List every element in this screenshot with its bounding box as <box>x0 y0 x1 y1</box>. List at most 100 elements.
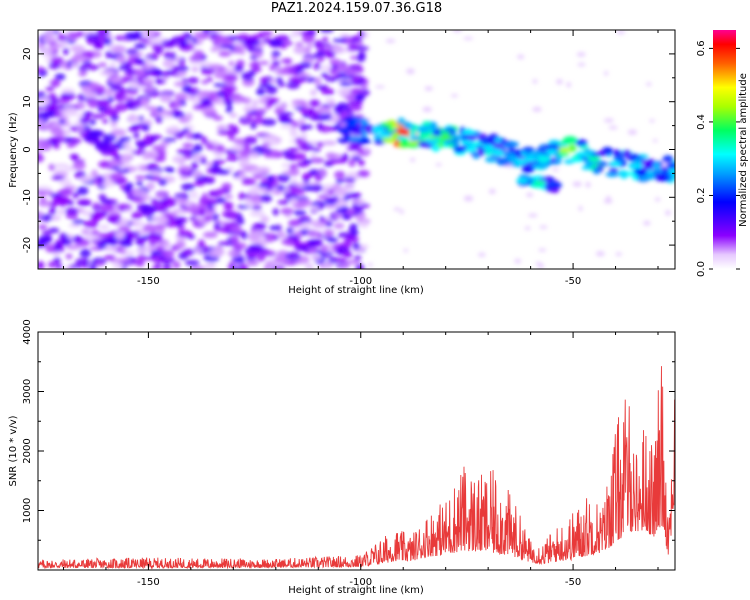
faint-blob <box>385 38 396 43</box>
noise-blob <box>299 143 315 152</box>
signal-track-blob <box>522 146 535 153</box>
noise-blob <box>243 136 258 145</box>
faint-blob <box>603 118 614 123</box>
signal-track-blob <box>534 151 543 158</box>
noise-blob <box>144 174 155 180</box>
noise-blob <box>329 58 341 65</box>
noise-blob <box>140 97 150 106</box>
noise-blob <box>174 92 188 102</box>
x-tick-label: -150 <box>137 577 160 588</box>
noise-blob <box>185 112 193 121</box>
noise-blob <box>305 185 313 191</box>
faint-blob <box>403 248 408 253</box>
spectrogram-y-axis-label: Frequency (Hz) <box>8 112 19 188</box>
snr-ticks: -150 -100 -50 1000 2000 3000 4000 <box>22 319 675 588</box>
signal-track-blob <box>563 136 578 145</box>
noise-blob <box>86 64 100 71</box>
noise-blob <box>294 241 303 247</box>
noise-blob <box>249 151 260 159</box>
noise-blob <box>277 231 286 238</box>
noise-blob <box>46 30 55 37</box>
noise-blob <box>255 108 268 113</box>
noise-blob <box>142 64 154 71</box>
noise-blob <box>47 93 58 101</box>
noise-blob <box>72 219 86 225</box>
noise-blob <box>352 199 366 204</box>
noise-blob <box>82 111 94 117</box>
signal-track-blob-core <box>575 151 588 157</box>
noise-blob <box>271 55 278 60</box>
noise-blob <box>103 37 112 46</box>
noise-blob <box>54 73 66 81</box>
noise-blob <box>321 72 329 79</box>
noise-blob <box>193 181 205 187</box>
faint-blob <box>539 225 548 229</box>
noise-blob <box>145 106 157 111</box>
noise-blob <box>201 136 208 145</box>
noise-blob <box>160 113 174 119</box>
spectrogram-heatmap <box>38 30 675 269</box>
noise-blob <box>58 118 66 125</box>
noise-blob <box>244 251 260 257</box>
noise-blob <box>192 134 204 140</box>
faint-blob <box>526 192 534 198</box>
noise-blob <box>331 45 346 54</box>
noise-blob <box>349 104 363 112</box>
signal-track-blob-core <box>371 127 384 133</box>
colorbar <box>713 30 736 269</box>
faint-blob <box>604 71 609 76</box>
faint-blob <box>627 129 638 135</box>
signal-track-blob <box>596 151 607 157</box>
signal-track-blob-core <box>524 156 537 162</box>
noise-blob <box>227 132 235 141</box>
signal-track-blob <box>618 154 626 161</box>
signal-track-blob-core <box>482 144 495 150</box>
noise-blob <box>103 254 115 261</box>
noise-blob <box>182 142 194 149</box>
signal-track-blob <box>496 157 510 165</box>
noise-blob <box>302 34 315 43</box>
signal-track-blob-core <box>418 132 431 138</box>
noise-blob <box>179 40 189 49</box>
signal-track-blob <box>484 156 498 163</box>
signal-track-blob <box>422 121 432 127</box>
signal-track-blob <box>381 137 396 143</box>
signal-track-blob <box>505 141 520 148</box>
noise-blob <box>98 62 108 68</box>
signal-track-blob <box>348 122 356 127</box>
signal-track-blob <box>570 157 584 163</box>
noise-blob <box>116 55 127 63</box>
noise-blob <box>219 44 236 49</box>
noise-blob <box>89 119 97 126</box>
noise-blob <box>189 216 196 221</box>
noise-blob <box>249 55 258 60</box>
faint-blob <box>595 251 605 257</box>
noise-blob <box>201 97 212 106</box>
figure-title: PAZ1.2024.159.07.36.G18 <box>270 1 443 16</box>
faint-blob <box>450 94 459 98</box>
noise-blob <box>165 126 181 134</box>
noise-blob <box>119 136 131 143</box>
noise-blob <box>273 103 288 108</box>
signal-track-blob <box>556 151 570 157</box>
signal-track-blob <box>536 155 551 163</box>
noise-blob <box>299 124 314 130</box>
noise-blob <box>124 147 135 152</box>
signal-track-blob <box>439 130 451 136</box>
noise-blob <box>45 86 55 92</box>
noise-blob <box>261 177 268 184</box>
noise-blob <box>281 163 291 168</box>
noise-blob <box>99 70 116 77</box>
noise-blob <box>229 225 243 234</box>
noise-blob <box>225 155 240 162</box>
signal-track-blob-core <box>460 139 473 145</box>
noise-blob <box>110 45 127 54</box>
noise-blob <box>109 172 125 181</box>
noise-blob <box>192 152 202 161</box>
colorbar-tick-label: 0.4 <box>696 114 707 130</box>
noise-blob <box>211 213 219 222</box>
noise-blob <box>50 56 64 64</box>
noise-blob <box>213 222 221 230</box>
noise-blob <box>130 220 138 226</box>
